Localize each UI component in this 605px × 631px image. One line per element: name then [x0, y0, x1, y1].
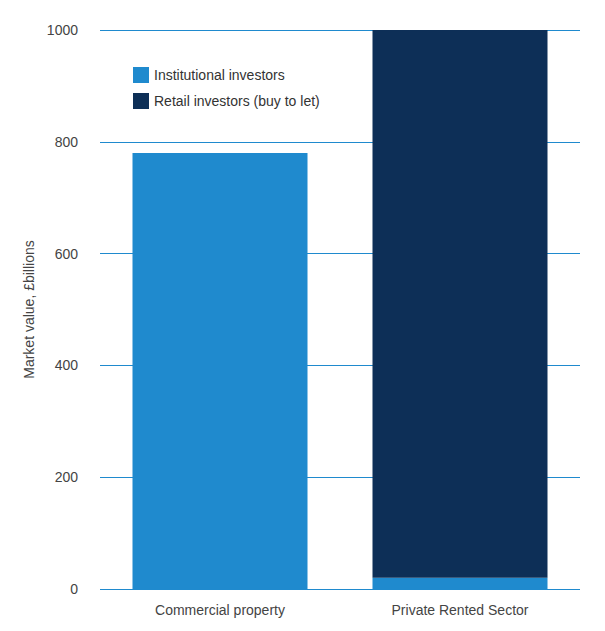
- svg-text:Commercial property: Commercial property: [155, 602, 285, 618]
- svg-text:200: 200: [55, 469, 79, 485]
- svg-text:400: 400: [55, 357, 79, 373]
- svg-text:Private Rented Sector: Private Rented Sector: [392, 602, 529, 618]
- svg-text:800: 800: [55, 134, 79, 150]
- svg-text:600: 600: [55, 246, 79, 262]
- svg-text:0: 0: [70, 581, 78, 597]
- svg-text:1000: 1000: [47, 22, 78, 38]
- svg-text:Market value, £billions: Market value, £billions: [21, 240, 37, 379]
- svg-text:Institutional investors: Institutional investors: [154, 67, 285, 83]
- svg-text:Retail investors (buy to let): Retail investors (buy to let): [154, 93, 320, 109]
